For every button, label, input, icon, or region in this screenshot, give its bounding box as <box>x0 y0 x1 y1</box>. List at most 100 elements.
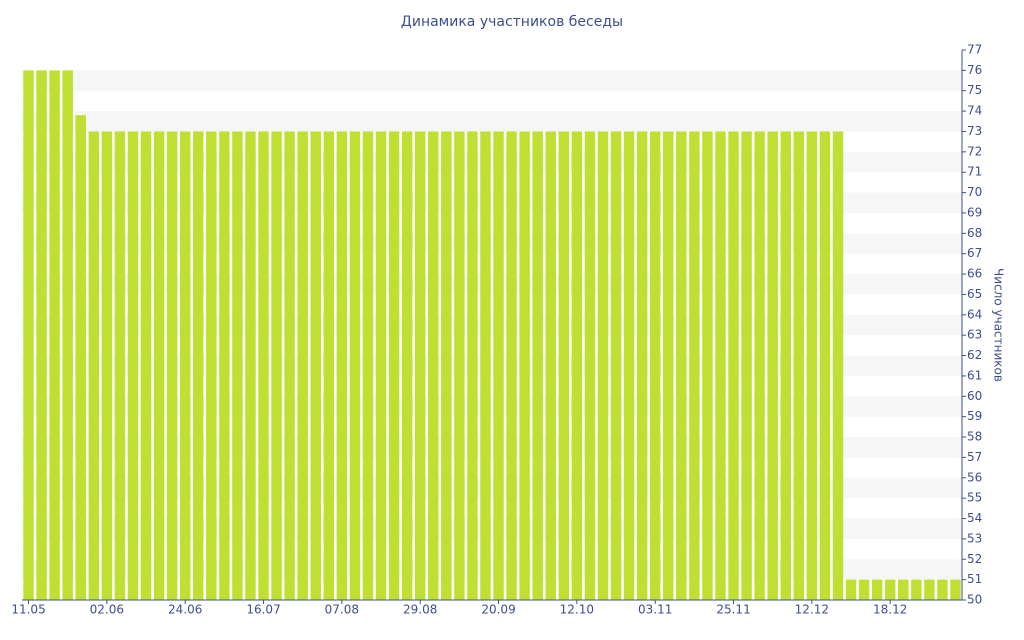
bar <box>179 131 191 600</box>
bar <box>258 131 269 600</box>
bar <box>610 131 622 600</box>
x-tick-label: 12.12 <box>795 603 829 617</box>
grid-band <box>22 314 962 336</box>
bar <box>663 131 674 600</box>
bar <box>676 131 687 600</box>
y-tick-label: 61 <box>967 368 982 382</box>
grid-band <box>22 70 962 91</box>
bar <box>871 579 883 600</box>
bar <box>728 131 739 600</box>
bar <box>532 131 543 600</box>
y-tick-label: 57 <box>967 450 982 464</box>
y-tick-label: 55 <box>967 491 982 505</box>
bar <box>140 131 152 600</box>
x-tick-label: 11.05 <box>11 603 45 617</box>
bar <box>858 579 870 600</box>
bar <box>414 131 426 600</box>
x-tick-label: 03.11 <box>638 603 672 617</box>
y-tick-label: 60 <box>967 389 982 403</box>
bar <box>362 131 374 600</box>
bar <box>584 131 596 600</box>
y-tick-label: 71 <box>967 165 982 179</box>
bar <box>193 131 204 600</box>
y-axis-title: Число участников <box>992 268 1006 382</box>
bar <box>741 131 752 600</box>
x-tick-label: 29.08 <box>403 603 437 617</box>
bar <box>101 131 113 600</box>
y-tick-label: 56 <box>967 470 982 484</box>
bar <box>467 131 478 600</box>
x-tick-label: 24.06 <box>168 603 202 617</box>
bar <box>689 131 700 600</box>
bar <box>62 70 73 601</box>
grid-band <box>22 559 962 580</box>
bar <box>898 579 909 600</box>
y-tick-label: 69 <box>967 205 982 219</box>
bar <box>493 131 504 600</box>
bar <box>375 131 387 600</box>
bar <box>636 131 648 600</box>
y-tick-label: 53 <box>967 531 982 545</box>
x-tick-label: 16.07 <box>246 603 280 617</box>
grid-band <box>22 355 962 376</box>
bar <box>819 131 831 600</box>
bar <box>806 131 818 600</box>
grid-band <box>22 192 962 213</box>
bar <box>558 131 570 600</box>
bar <box>36 70 47 601</box>
bar <box>649 131 661 600</box>
bar <box>454 131 465 600</box>
bar <box>597 131 609 600</box>
bar <box>428 131 439 600</box>
x-tick-label: 07.08 <box>325 603 359 617</box>
y-tick-label: 52 <box>967 552 982 566</box>
y-tick-label: 74 <box>967 104 982 118</box>
bar <box>441 131 452 600</box>
bar <box>166 131 178 600</box>
y-tick-label: 76 <box>967 63 982 77</box>
bar <box>480 131 491 600</box>
bar <box>950 579 961 600</box>
grid-band <box>22 151 962 173</box>
grid-band <box>22 396 962 417</box>
y-tick-label: 54 <box>967 511 982 525</box>
y-tick-label: 77 <box>967 43 982 57</box>
bar <box>271 131 282 600</box>
grid-band <box>22 233 962 254</box>
bar <box>401 131 413 600</box>
bar <box>884 579 896 600</box>
bar <box>219 131 230 600</box>
bar <box>937 579 948 600</box>
x-tick-label: 20.09 <box>481 603 515 617</box>
y-tick-label: 72 <box>967 144 982 158</box>
bar <box>310 131 321 600</box>
chart-title: Динамика участников беседы <box>401 14 623 30</box>
bar <box>23 70 34 601</box>
bar <box>767 131 778 600</box>
x-tick-label: 02.06 <box>90 603 124 617</box>
grid-band <box>22 477 962 499</box>
bar <box>571 131 583 600</box>
grid-band <box>22 437 962 458</box>
bar <box>349 131 361 600</box>
y-tick-label: 58 <box>967 430 982 444</box>
y-tick-label: 64 <box>967 307 982 321</box>
bar <box>284 131 295 600</box>
grid-band <box>22 518 962 539</box>
bar <box>206 131 217 600</box>
bar <box>506 131 517 600</box>
bar <box>232 131 243 600</box>
bar <box>297 131 308 600</box>
bar <box>336 131 348 600</box>
bar <box>545 131 556 600</box>
bar <box>754 131 765 600</box>
bar <box>832 131 844 600</box>
x-tick-label: 12.10 <box>560 603 594 617</box>
y-tick-label: 62 <box>967 348 982 362</box>
x-tick-label: 25.11 <box>716 603 750 617</box>
bar <box>323 131 335 600</box>
bar <box>845 579 857 600</box>
bar <box>88 131 100 600</box>
y-tick-label: 70 <box>967 185 982 199</box>
